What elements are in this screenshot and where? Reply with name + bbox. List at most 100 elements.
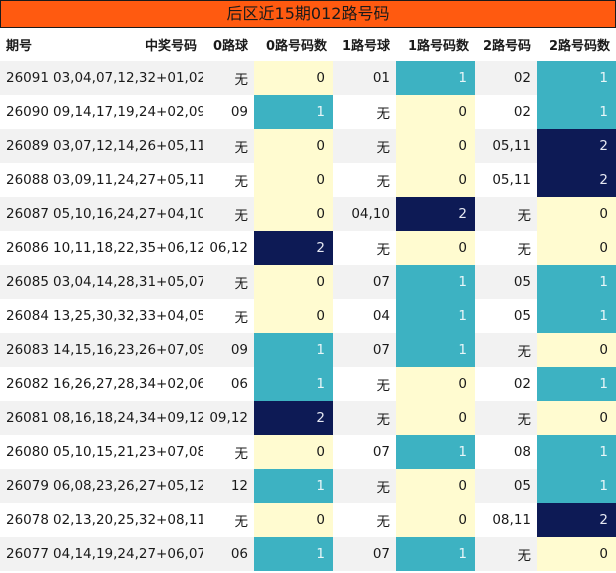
cell-route2-ball: 02 (475, 95, 537, 129)
cell-winning-numbers: 03,09,11,24,27+05,11 (53, 163, 203, 197)
cell-route2-count: 2 (537, 163, 616, 197)
cell-issue: 26083 (0, 333, 53, 367)
table-row: 26083 14,15,16,23,26+07,09 09 1 07 1 无 0 (0, 333, 616, 367)
cell-route0-ball: 无 (203, 163, 254, 197)
cell-winning-numbers: 06,08,23,26,27+05,12 (53, 469, 203, 503)
cell-route0-ball: 09 (203, 333, 254, 367)
cell-route0-ball: 06 (203, 537, 254, 571)
cell-route2-ball: 05 (475, 469, 537, 503)
cell-route1-ball: 07 (333, 333, 396, 367)
cell-winning-numbers: 14,15,16,23,26+07,09 (53, 333, 203, 367)
header-route2-count: 2路号码数 (537, 28, 616, 61)
cell-route0-ball: 无 (203, 61, 254, 95)
cell-route1-count: 0 (396, 469, 475, 503)
cell-route1-count: 0 (396, 401, 475, 435)
cell-route0-count: 1 (254, 469, 333, 503)
header-route1-ball: 1路号球 (333, 28, 396, 61)
cell-route1-count: 0 (396, 503, 475, 537)
header-route2-ball: 2路号码 (475, 28, 537, 61)
cell-winning-numbers: 05,10,16,24,27+04,10 (53, 197, 203, 231)
cell-route1-count: 1 (396, 333, 475, 367)
cell-issue: 26089 (0, 129, 53, 163)
cell-issue: 26078 (0, 503, 53, 537)
table-row: 26087 05,10,16,24,27+04,10 无 0 04,10 2 无 0 (0, 197, 616, 231)
cell-issue: 26091 (0, 61, 53, 95)
cell-route1-ball: 07 (333, 435, 396, 469)
cell-route2-count: 2 (537, 503, 616, 537)
cell-winning-numbers: 03,07,12,14,26+05,11 (53, 129, 203, 163)
cell-route1-count: 0 (396, 163, 475, 197)
cell-route1-count: 1 (396, 537, 475, 571)
cell-route1-ball: 无 (333, 401, 396, 435)
cell-winning-numbers: 03,04,07,12,32+01,02 (53, 61, 203, 95)
header-row: 期号 中奖号码 0路球 0路号码数 1路号球 1路号码数 2路号码 2路号码数 (0, 28, 616, 61)
cell-winning-numbers: 09,14,17,19,24+02,09 (53, 95, 203, 129)
cell-route2-count: 1 (537, 435, 616, 469)
cell-route0-ball: 09,12 (203, 401, 254, 435)
cell-route1-ball: 07 (333, 265, 396, 299)
cell-issue: 26085 (0, 265, 53, 299)
cell-issue: 26087 (0, 197, 53, 231)
cell-route0-ball: 无 (203, 265, 254, 299)
cell-route0-ball: 09 (203, 95, 254, 129)
cell-route1-ball: 无 (333, 503, 396, 537)
cell-route0-count: 0 (254, 299, 333, 333)
cell-route0-count: 0 (254, 435, 333, 469)
header-route1-count: 1路号码数 (396, 28, 475, 61)
cell-route1-ball: 04 (333, 299, 396, 333)
cell-route2-count: 1 (537, 299, 616, 333)
cell-issue: 26079 (0, 469, 53, 503)
cell-route0-count: 0 (254, 61, 333, 95)
cell-route2-count: 0 (537, 197, 616, 231)
cell-route0-count: 2 (254, 401, 333, 435)
cell-route0-count: 1 (254, 333, 333, 367)
cell-winning-numbers: 03,04,14,28,31+05,07 (53, 265, 203, 299)
table-row: 26085 03,04,14,28,31+05,07 无 0 07 1 05 1 (0, 265, 616, 299)
table-row: 26084 13,25,30,32,33+04,05 无 0 04 1 05 1 (0, 299, 616, 333)
cell-route0-count: 1 (254, 95, 333, 129)
cell-route0-ball: 无 (203, 197, 254, 231)
cell-route2-ball: 05,11 (475, 163, 537, 197)
cell-route2-count: 0 (537, 333, 616, 367)
cell-route1-ball: 无 (333, 129, 396, 163)
cell-route0-count: 1 (254, 537, 333, 571)
cell-route0-ball: 06,12 (203, 231, 254, 265)
cell-route2-ball: 无 (475, 401, 537, 435)
cell-route2-count: 1 (537, 367, 616, 401)
cell-route0-count: 0 (254, 197, 333, 231)
cell-route2-count: 1 (537, 95, 616, 129)
cell-route1-count: 1 (396, 265, 475, 299)
cell-route1-ball: 无 (333, 163, 396, 197)
cell-route0-count: 0 (254, 163, 333, 197)
header-route0-ball: 0路球 (203, 28, 254, 61)
table-row: 26080 05,10,15,21,23+07,08 无 0 07 1 08 1 (0, 435, 616, 469)
cell-route1-count: 0 (396, 129, 475, 163)
cell-route2-count: 0 (537, 537, 616, 571)
cell-route2-ball: 无 (475, 231, 537, 265)
cell-route1-count: 0 (396, 367, 475, 401)
cell-issue: 26081 (0, 401, 53, 435)
cell-route0-count: 1 (254, 367, 333, 401)
cell-route1-ball: 无 (333, 231, 396, 265)
cell-route2-count: 0 (537, 231, 616, 265)
cell-route2-count: 2 (537, 129, 616, 163)
cell-issue: 26088 (0, 163, 53, 197)
cell-route1-ball: 无 (333, 367, 396, 401)
table-row: 26090 09,14,17,19,24+02,09 09 1 无 0 02 1 (0, 95, 616, 129)
cell-issue: 26080 (0, 435, 53, 469)
cell-route2-count: 0 (537, 401, 616, 435)
cell-route2-ball: 无 (475, 537, 537, 571)
cell-route0-count: 0 (254, 503, 333, 537)
table-row: 26089 03,07,12,14,26+05,11 无 0 无 0 05,11 2 (0, 129, 616, 163)
cell-route1-ball: 04,10 (333, 197, 396, 231)
table-title: 后区近15期012路号码 (0, 0, 616, 28)
cell-route0-ball: 12 (203, 469, 254, 503)
cell-issue: 26086 (0, 231, 53, 265)
cell-route2-ball: 02 (475, 61, 537, 95)
cell-route1-count: 2 (396, 197, 475, 231)
cell-route0-ball: 06 (203, 367, 254, 401)
cell-route0-ball: 无 (203, 435, 254, 469)
cell-winning-numbers: 08,16,18,24,34+09,12 (53, 401, 203, 435)
cell-issue: 26082 (0, 367, 53, 401)
cell-route2-ball: 08,11 (475, 503, 537, 537)
